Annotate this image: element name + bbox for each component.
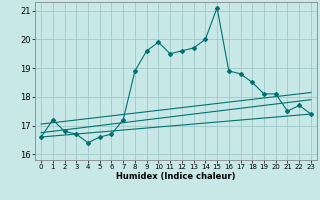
X-axis label: Humidex (Indice chaleur): Humidex (Indice chaleur) — [116, 172, 236, 181]
